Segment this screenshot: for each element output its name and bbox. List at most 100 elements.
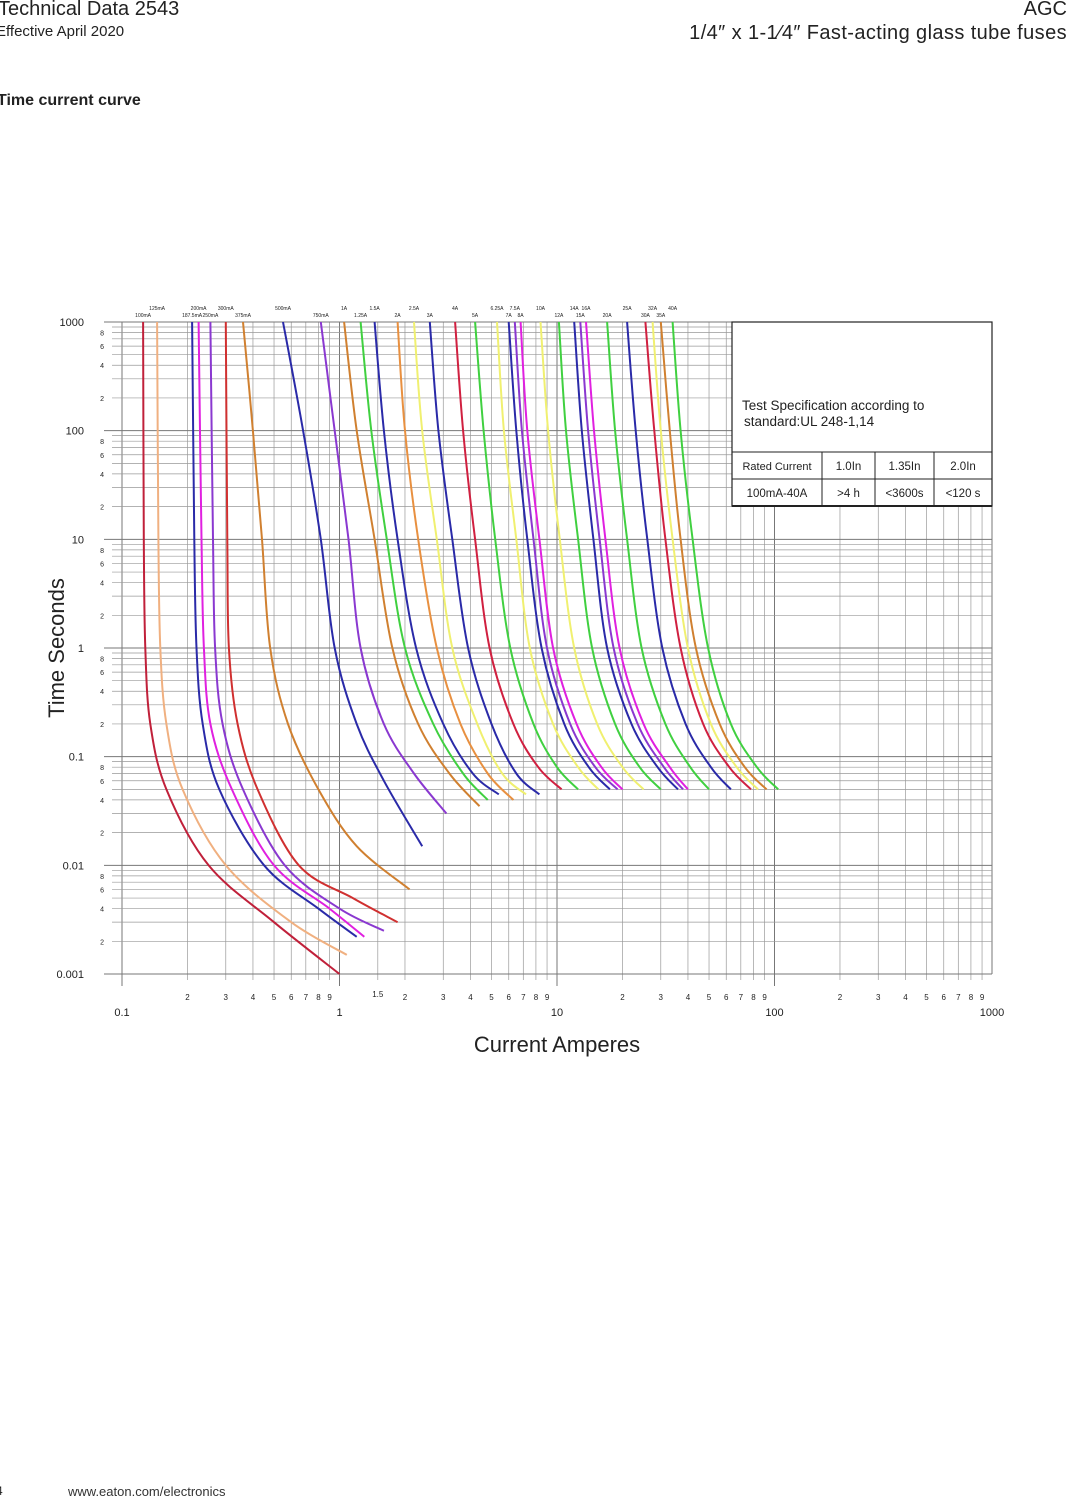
curve-7.5A <box>513 321 619 791</box>
x-minor-tick-label: 9 <box>762 993 767 1002</box>
curve-label-200mA: 200mA <box>191 306 208 312</box>
curve-label-40A: 40A <box>668 306 678 312</box>
curve-1A <box>343 321 481 807</box>
y-tick-label: 10 <box>72 534 84 546</box>
curve-label-500mA: 500mA <box>275 306 292 312</box>
y-minor-tick-label: 2 <box>100 722 104 729</box>
spec-table-cell: >4 h <box>837 488 860 500</box>
y-minor-tick-label: 4 <box>100 907 104 914</box>
curve-20A <box>606 321 710 791</box>
spec-table: Test Specification according tostandard:… <box>731 321 993 507</box>
x-tick-label: 10 <box>551 1007 563 1019</box>
spec-table-cell: <120 s <box>946 488 981 500</box>
y-minor-tick-label: 2 <box>100 939 104 946</box>
y-minor-tick-label: 4 <box>100 363 104 370</box>
x-minor-tick-label: 2 <box>403 993 408 1002</box>
x-minor-tick-label: 3 <box>659 993 664 1002</box>
y-minor-tick-label: 6 <box>100 453 104 460</box>
y-minor-tick-label: 4 <box>100 472 104 479</box>
curve-label-12A: 12A <box>554 313 564 319</box>
curve-label-1A: 1A <box>341 306 348 312</box>
x-minor-tick-label: 4 <box>468 993 473 1002</box>
curve-32A <box>651 321 759 791</box>
spec-table-cell: <3600s <box>885 488 923 500</box>
x-minor-tick-label: 8 <box>316 993 321 1002</box>
curve-500mA <box>282 321 424 847</box>
y-tick-label: 0.1 <box>69 752 84 764</box>
curve-40A <box>671 321 779 791</box>
y-minor-tick-label: 6 <box>100 887 104 894</box>
x-minor-tick-label: 8 <box>969 993 974 1002</box>
spec-table-box <box>731 321 993 507</box>
curve-label-125mA: 125mA <box>149 306 166 312</box>
curve-200mA <box>197 321 365 938</box>
y-minor-tick-label: 6 <box>100 561 104 568</box>
footer-url: www.eaton.com/electronics <box>68 1484 226 1499</box>
x-minor-tick-label: 5 <box>489 993 494 1002</box>
x-minor-tick-label: 3 <box>224 993 229 1002</box>
x-tick-label: 0.1 <box>114 1007 129 1019</box>
curve-label-1.25A: 1.25A <box>354 313 368 319</box>
x-tick-label: 1 <box>336 1007 342 1019</box>
product-code: AGC <box>1023 0 1067 20</box>
x-minor-tick-label: 6 <box>507 993 512 1002</box>
curve-2.5A <box>413 321 527 796</box>
curve-6.25A <box>496 321 600 791</box>
x-minor-tick-label: 8 <box>751 993 756 1002</box>
y-minor-tick-label: 6 <box>100 344 104 351</box>
curve-10A <box>539 321 645 791</box>
x-minor-tick-label: 7 <box>956 993 961 1002</box>
x-minor-tick-label: 6 <box>942 993 947 1002</box>
curve-label-4A: 4A <box>452 306 459 312</box>
x-minor-tick-label: 2 <box>185 993 190 1002</box>
curve-label-15A: 15A <box>576 313 586 319</box>
curve-30A <box>644 321 752 791</box>
doc-title: Technical Data 2543 <box>0 0 179 21</box>
spec-table-header: Rated Current <box>742 461 811 473</box>
curve-label-32A: 32A <box>648 306 658 312</box>
x-minor-tick-label: 9 <box>980 993 985 1002</box>
curve-7A <box>507 321 611 791</box>
curve-250mA <box>209 321 385 932</box>
curve-label-375mA: 375mA <box>235 313 252 319</box>
curve-1.25A <box>359 321 489 801</box>
curve-label-25A: 25A <box>623 306 633 312</box>
x-minor-tick-label: 2 <box>620 993 625 1002</box>
curve-label-100mA: 100mA <box>135 313 152 319</box>
y-minor-tick-label: 2 <box>100 613 104 620</box>
x-minor-tick-label: 2 <box>838 993 843 1002</box>
spec-table-cell: 100mA-40A <box>747 488 808 500</box>
curve-5A <box>474 321 579 791</box>
x-minor-tick-label: 4 <box>903 993 908 1002</box>
curve-2A <box>396 321 515 801</box>
effective-date: Effective April 2020 <box>0 23 125 40</box>
curve-100mA <box>142 321 341 975</box>
x-minor-tick-label: 4 <box>251 993 256 1002</box>
y-tick-label: 1000 <box>60 317 84 329</box>
y-minor-tick-label: 4 <box>100 689 104 696</box>
x-minor-tick-label: 6 <box>724 993 729 1002</box>
spec-table-title-line1: Test Specification according to <box>742 398 924 413</box>
product-description: 1/4″ x 1-1⁄4″ Fast-acting glass tube fus… <box>689 22 1067 44</box>
y-minor-tick-label: 2 <box>100 505 104 512</box>
y-minor-tick-label: 2 <box>100 396 104 403</box>
y-minor-tick-label: 8 <box>100 874 104 881</box>
x-minor-tick-label: 5 <box>707 993 712 1002</box>
curve-label-7.5A: 7.5A <box>510 306 521 312</box>
curve-3A <box>428 321 541 796</box>
y-minor-tick-label: 4 <box>100 798 104 805</box>
y-minor-tick-label: 4 <box>100 581 104 588</box>
y-tick-label: 1 <box>78 643 84 655</box>
curve-300mA <box>224 321 399 924</box>
curve-label-2A: 2A <box>395 313 402 319</box>
section-title: Time current curve <box>0 92 141 109</box>
y-minor-tick-label: 8 <box>100 331 104 338</box>
curve-label-7A: 7A <box>506 313 513 319</box>
curve-12A <box>557 321 662 791</box>
x-minor-tick-label: 5 <box>272 993 277 1002</box>
curve-label-187.5mA: 187.5mA <box>182 313 203 319</box>
y-minor-tick-label: 8 <box>100 765 104 772</box>
y-axis-label: Time Seconds <box>44 578 69 718</box>
